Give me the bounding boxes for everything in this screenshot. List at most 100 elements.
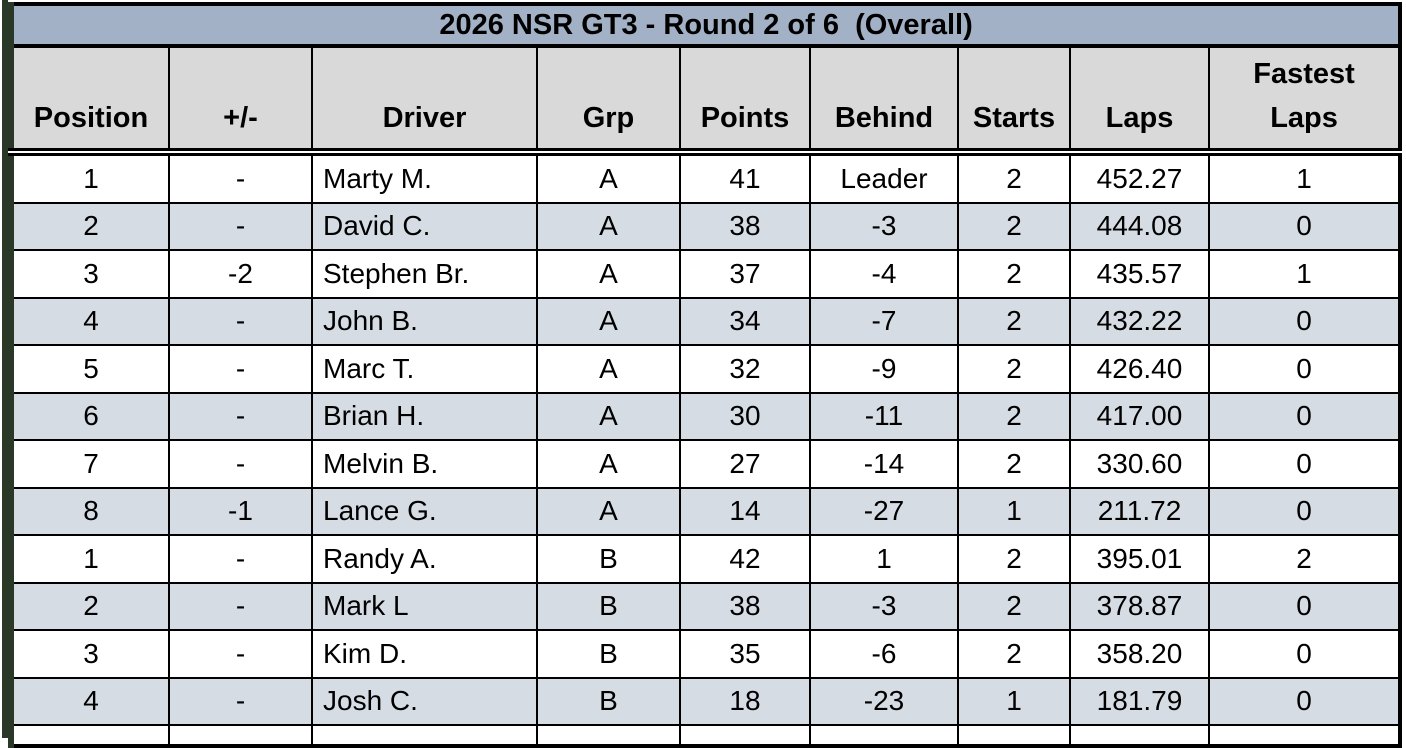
table-cell-laps[interactable]: 435.57: [1069, 249, 1210, 299]
table-cell-starts[interactable]: 2: [957, 534, 1071, 584]
table-cell-driver[interactable]: Stephen Br.: [311, 249, 538, 299]
table-cell-position[interactable]: 1: [10, 151, 170, 204]
header-cell-position[interactable]: Position: [10, 45, 170, 156]
table-cell-grp[interactable]: A: [536, 486, 681, 536]
table-cell-points[interactable]: 30: [679, 391, 811, 441]
table-cell-empty[interactable]: [679, 724, 811, 747]
header-cell-driver[interactable]: Driver: [311, 45, 538, 156]
header-cell-grp[interactable]: Grp: [536, 45, 681, 156]
table-cell-driver[interactable]: Lance G.: [311, 486, 538, 536]
table-cell-position[interactable]: 2: [10, 201, 170, 251]
table-cell-starts[interactable]: 2: [957, 629, 1071, 679]
table-cell-points[interactable]: 42: [679, 534, 811, 584]
table-cell-driver[interactable]: John B.: [311, 296, 538, 346]
table-cell-points[interactable]: 41: [679, 151, 811, 204]
table-cell-fastest-laps[interactable]: 0: [1207, 486, 1402, 536]
table-cell-fastest-laps[interactable]: 0: [1207, 439, 1402, 489]
table-cell-points[interactable]: 38: [679, 581, 811, 631]
table-cell-fastest-laps[interactable]: 0: [1207, 344, 1402, 394]
table-cell-position[interactable]: 7: [10, 439, 170, 489]
table-cell-behind[interactable]: -7: [809, 296, 959, 346]
table-cell-position[interactable]: 8: [10, 486, 170, 536]
table-cell-plus-minus[interactable]: -: [168, 534, 313, 584]
table-cell-fastest-laps[interactable]: 2: [1207, 534, 1402, 584]
table-cell-position[interactable]: 4: [10, 296, 170, 346]
table-cell-behind[interactable]: -23: [809, 676, 959, 726]
table-cell-driver[interactable]: Josh C.: [311, 676, 538, 726]
table-cell-grp[interactable]: A: [536, 151, 681, 204]
table-cell-plus-minus[interactable]: -2: [168, 249, 313, 299]
header-cell-laps[interactable]: Laps: [1069, 45, 1210, 156]
table-cell-driver[interactable]: Marty M.: [311, 151, 538, 204]
table-cell-points[interactable]: 27: [679, 439, 811, 489]
table-cell-driver[interactable]: Randy A.: [311, 534, 538, 584]
table-cell-starts[interactable]: 2: [957, 151, 1071, 204]
table-cell-plus-minus[interactable]: -1: [168, 486, 313, 536]
table-cell-behind[interactable]: -9: [809, 344, 959, 394]
table-cell-plus-minus[interactable]: -: [168, 439, 313, 489]
table-cell-laps[interactable]: 395.01: [1069, 534, 1210, 584]
table-cell-grp[interactable]: A: [536, 344, 681, 394]
table-cell-fastest-laps[interactable]: 0: [1207, 676, 1402, 726]
table-cell-grp[interactable]: B: [536, 534, 681, 584]
table-cell-laps[interactable]: 358.20: [1069, 629, 1210, 679]
table-cell-behind[interactable]: -14: [809, 439, 959, 489]
table-cell-laps[interactable]: 181.79: [1069, 676, 1210, 726]
table-cell-starts[interactable]: 2: [957, 296, 1071, 346]
table-cell-points[interactable]: 14: [679, 486, 811, 536]
table-cell-fastest-laps[interactable]: 1: [1207, 151, 1402, 204]
table-cell-grp[interactable]: A: [536, 296, 681, 346]
header-cell-fastest-laps[interactable]: Fastest Laps: [1207, 45, 1402, 156]
table-cell-position[interactable]: 3: [10, 629, 170, 679]
table-cell-driver[interactable]: Mark L: [311, 581, 538, 631]
table-cell-fastest-laps[interactable]: 1: [1207, 249, 1402, 299]
table-cell-grp[interactable]: B: [536, 676, 681, 726]
table-cell-position[interactable]: 6: [10, 391, 170, 441]
table-cell-starts[interactable]: 2: [957, 439, 1071, 489]
table-cell-starts[interactable]: 2: [957, 391, 1071, 441]
table-cell-starts[interactable]: 2: [957, 581, 1071, 631]
table-cell-plus-minus[interactable]: -: [168, 391, 313, 441]
table-cell-points[interactable]: 18: [679, 676, 811, 726]
table-cell-points[interactable]: 35: [679, 629, 811, 679]
table-cell-behind[interactable]: 1: [809, 534, 959, 584]
table-cell-laps[interactable]: 444.08: [1069, 201, 1210, 251]
table-cell-position[interactable]: 5: [10, 344, 170, 394]
table-cell-plus-minus[interactable]: -: [168, 296, 313, 346]
table-cell-driver[interactable]: Brian H.: [311, 391, 538, 441]
table-cell-starts[interactable]: 2: [957, 201, 1071, 251]
table-cell-starts[interactable]: 1: [957, 486, 1071, 536]
table-cell-empty[interactable]: [1207, 724, 1402, 747]
table-cell-empty[interactable]: [536, 724, 681, 747]
table-cell-behind[interactable]: -3: [809, 201, 959, 251]
table-cell-points[interactable]: 37: [679, 249, 811, 299]
table-cell-points[interactable]: 34: [679, 296, 811, 346]
header-cell-plus-minus[interactable]: +/-: [168, 45, 313, 156]
table-cell-laps[interactable]: 417.00: [1069, 391, 1210, 441]
table-cell-driver[interactable]: Kim D.: [311, 629, 538, 679]
table-cell-behind[interactable]: Leader: [809, 151, 959, 204]
table-cell-laps[interactable]: 330.60: [1069, 439, 1210, 489]
table-cell-laps[interactable]: 452.27: [1069, 151, 1210, 204]
table-cell-points[interactable]: 32: [679, 344, 811, 394]
table-cell-behind[interactable]: -27: [809, 486, 959, 536]
header-cell-points[interactable]: Points: [679, 45, 811, 156]
table-cell-behind[interactable]: -3: [809, 581, 959, 631]
table-cell-position[interactable]: 4: [10, 676, 170, 726]
table-cell-grp[interactable]: B: [536, 629, 681, 679]
table-cell-fastest-laps[interactable]: 0: [1207, 629, 1402, 679]
table-cell-position[interactable]: 3: [10, 249, 170, 299]
table-cell-laps[interactable]: 211.72: [1069, 486, 1210, 536]
table-cell-driver[interactable]: Melvin B.: [311, 439, 538, 489]
table-cell-behind[interactable]: -6: [809, 629, 959, 679]
table-cell-driver[interactable]: David C.: [311, 201, 538, 251]
table-cell-grp[interactable]: A: [536, 391, 681, 441]
table-cell-starts[interactable]: 1: [957, 676, 1071, 726]
table-cell-fastest-laps[interactable]: 0: [1207, 581, 1402, 631]
table-cell-grp[interactable]: A: [536, 439, 681, 489]
header-cell-starts[interactable]: Starts: [957, 45, 1071, 156]
table-cell-plus-minus[interactable]: -: [168, 676, 313, 726]
table-cell-laps[interactable]: 426.40: [1069, 344, 1210, 394]
header-cell-behind[interactable]: Behind: [809, 45, 959, 156]
table-cell-position[interactable]: 1: [10, 534, 170, 584]
